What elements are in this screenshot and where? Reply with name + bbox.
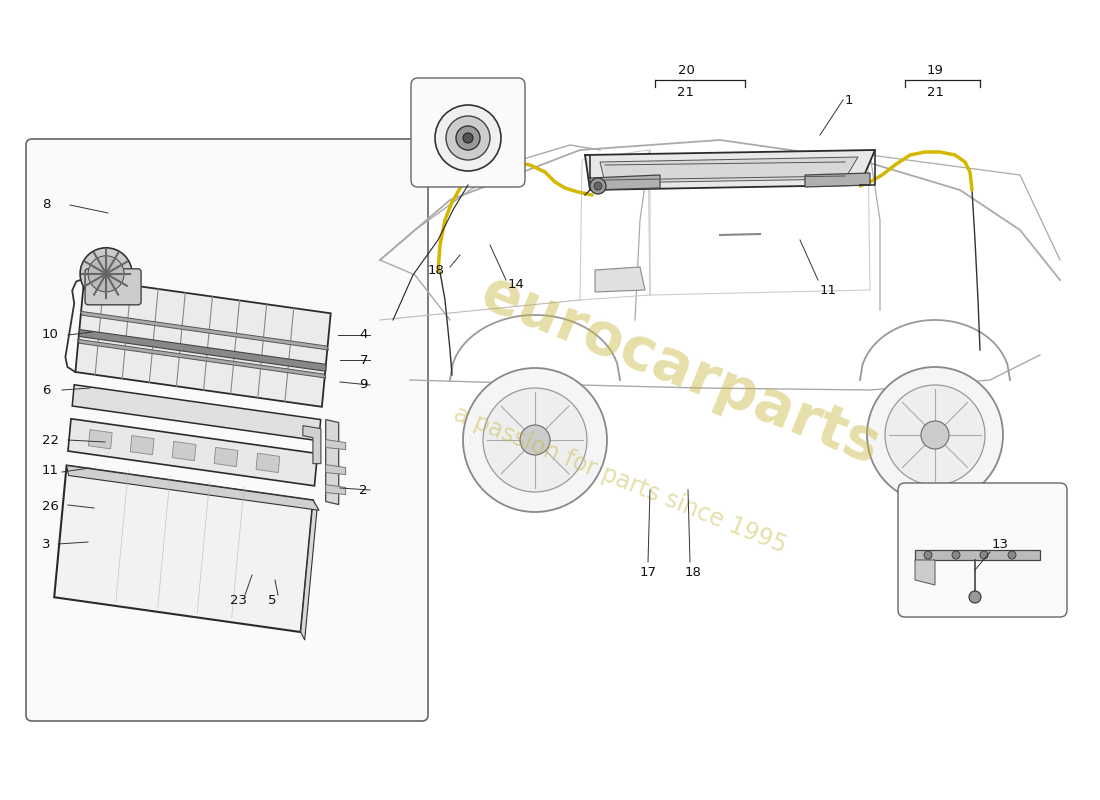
- Text: 11: 11: [820, 283, 837, 297]
- FancyBboxPatch shape: [898, 483, 1067, 617]
- Polygon shape: [326, 485, 345, 494]
- Circle shape: [980, 551, 988, 559]
- Circle shape: [463, 368, 607, 512]
- Polygon shape: [88, 430, 112, 449]
- Text: 14: 14: [508, 278, 525, 291]
- Text: 2: 2: [360, 483, 368, 497]
- Polygon shape: [595, 267, 645, 292]
- FancyBboxPatch shape: [85, 269, 141, 305]
- FancyBboxPatch shape: [411, 78, 525, 187]
- Text: 11: 11: [42, 463, 59, 477]
- Circle shape: [434, 105, 500, 171]
- Polygon shape: [67, 466, 319, 510]
- Text: 10: 10: [42, 329, 59, 342]
- Circle shape: [921, 421, 949, 449]
- Polygon shape: [326, 439, 345, 450]
- Polygon shape: [77, 339, 326, 378]
- Circle shape: [80, 248, 132, 300]
- Polygon shape: [600, 157, 858, 183]
- Circle shape: [952, 551, 960, 559]
- Polygon shape: [80, 311, 329, 350]
- Circle shape: [463, 133, 473, 143]
- Circle shape: [1008, 551, 1016, 559]
- Text: 8: 8: [42, 198, 51, 211]
- Polygon shape: [915, 550, 1040, 560]
- Polygon shape: [300, 500, 317, 640]
- Polygon shape: [326, 419, 339, 505]
- Text: 21: 21: [926, 86, 944, 98]
- Circle shape: [924, 551, 932, 559]
- Text: 22: 22: [42, 434, 59, 446]
- Polygon shape: [805, 173, 870, 187]
- Text: 18: 18: [685, 566, 702, 578]
- Text: 18: 18: [428, 263, 444, 277]
- Circle shape: [446, 116, 490, 160]
- Polygon shape: [173, 442, 196, 461]
- Text: 5: 5: [268, 594, 276, 606]
- Circle shape: [590, 178, 606, 194]
- Text: 19: 19: [926, 63, 944, 77]
- FancyBboxPatch shape: [26, 139, 428, 721]
- Text: 7: 7: [360, 354, 368, 366]
- Circle shape: [594, 182, 602, 190]
- Text: 26: 26: [42, 501, 59, 514]
- Polygon shape: [76, 278, 331, 406]
- Text: 21: 21: [678, 86, 694, 98]
- Polygon shape: [585, 150, 874, 190]
- Text: 17: 17: [640, 566, 657, 578]
- Circle shape: [886, 385, 984, 485]
- Polygon shape: [915, 560, 935, 585]
- Polygon shape: [302, 426, 321, 464]
- Polygon shape: [54, 466, 313, 632]
- Text: 9: 9: [360, 378, 368, 391]
- Polygon shape: [79, 330, 326, 371]
- Polygon shape: [326, 465, 345, 474]
- Circle shape: [520, 425, 550, 455]
- Circle shape: [87, 279, 97, 289]
- Polygon shape: [73, 385, 321, 441]
- Text: 3: 3: [42, 538, 51, 550]
- Circle shape: [969, 591, 981, 603]
- Polygon shape: [130, 435, 154, 455]
- Polygon shape: [590, 175, 660, 190]
- Polygon shape: [256, 454, 279, 473]
- Circle shape: [88, 256, 124, 292]
- Text: 4: 4: [360, 329, 368, 342]
- Text: a passion for parts since 1995: a passion for parts since 1995: [450, 402, 790, 558]
- Text: 6: 6: [42, 383, 51, 397]
- Circle shape: [867, 367, 1003, 503]
- Polygon shape: [68, 418, 318, 486]
- Text: 1: 1: [845, 94, 854, 106]
- Text: 20: 20: [678, 63, 694, 77]
- Text: 23: 23: [230, 594, 248, 606]
- Text: eurocarparts: eurocarparts: [472, 264, 888, 476]
- Circle shape: [483, 388, 587, 492]
- Circle shape: [456, 126, 480, 150]
- Text: 13: 13: [991, 538, 1009, 551]
- Polygon shape: [214, 447, 238, 466]
